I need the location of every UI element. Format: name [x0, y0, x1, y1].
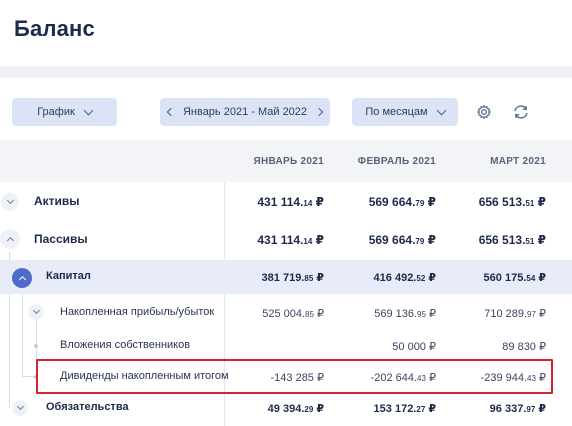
highlight-annotation: [36, 359, 553, 394]
row-label: Обязательства: [46, 401, 129, 413]
chevron-down-icon: [436, 105, 447, 115]
table-row[interactable]: Пассивы 431 114.14 ₽ 569 664.79 ₽ 656 51…: [0, 224, 572, 254]
cell-value: 49 394.29 ₽: [267, 403, 324, 415]
expand-button[interactable]: [12, 400, 28, 416]
date-range-label: Январь 2021 - Май 2022: [182, 106, 308, 118]
column-divider: [224, 182, 225, 426]
expand-button[interactable]: [28, 304, 44, 320]
table-row[interactable]: Накопленная прибыль/убыток 525 004.85 ₽ …: [0, 298, 572, 328]
row-label: Дивиденды накопленным итогом: [60, 370, 229, 382]
period-dropdown[interactable]: По месяцам: [352, 98, 458, 126]
tree-dot: [34, 344, 38, 348]
cell-value: 569 136.95 ₽: [374, 308, 436, 320]
cell-value: 431 114.14 ₽: [257, 195, 324, 209]
row-label: Капитал: [46, 270, 91, 282]
cell-value: 431 114.14 ₽: [257, 233, 324, 247]
date-range-selector[interactable]: Январь 2021 - Май 2022: [160, 98, 330, 126]
collapse-button[interactable]: [12, 268, 32, 288]
tree-line: [9, 252, 10, 408]
column-header: ФЕВРАЛЬ 2021: [357, 156, 436, 167]
chevron-up-icon: [18, 275, 26, 284]
table-row[interactable]: Дивиденды накопленным итогом -143 285 ₽ …: [0, 362, 572, 392]
cell-value: 656 513.51 ₽: [478, 233, 546, 247]
cell-value: 525 004.85 ₽: [262, 308, 324, 320]
cell-value: 50 000 ₽: [392, 341, 436, 353]
tree-line: [36, 320, 37, 376]
expand-button[interactable]: [1, 193, 19, 211]
cell-value: -239 944.43 ₽: [480, 372, 546, 384]
row-label: Активы: [34, 194, 80, 208]
chart-view-label: График: [37, 106, 75, 118]
cell-value: 560 175.54 ₽: [483, 272, 546, 284]
column-header: МАРТ 2021: [490, 156, 546, 167]
chevron-left-icon[interactable]: [166, 107, 176, 117]
row-label: Вложения собственников: [60, 339, 191, 351]
chevron-up-icon: [6, 236, 14, 245]
cell-value: 416 492.52 ₽: [373, 272, 436, 284]
refresh-icon[interactable]: [510, 101, 532, 123]
table-header: [0, 140, 572, 182]
collapse-button[interactable]: [0, 229, 20, 249]
chevron-down-icon: [16, 402, 24, 411]
cell-value: 153 172.27 ₽: [373, 403, 436, 415]
row-label: Накопленная прибыль/убыток: [60, 306, 215, 318]
cell-value: 569 664.79 ₽: [368, 233, 436, 247]
column-header: ЯНВАРЬ 2021: [253, 156, 324, 167]
chevron-right-icon[interactable]: [314, 107, 324, 117]
table-row[interactable]: Активы 431 114.14 ₽ 569 664.79 ₽ 656 513…: [0, 186, 572, 216]
tree-line: [22, 286, 23, 376]
chevron-down-icon: [83, 105, 94, 115]
cell-value: 381 719.85 ₽: [261, 272, 324, 284]
table-row-selected[interactable]: Капитал 381 719.85 ₽ 416 492.52 ₽ 560 17…: [0, 260, 572, 294]
cell-value: 96 337.97 ₽: [489, 403, 546, 415]
cell-value: 89 830 ₽: [502, 341, 546, 353]
chevron-down-icon: [32, 306, 40, 315]
period-label: По месяцам: [365, 106, 428, 118]
page-title: Баланс: [14, 16, 95, 41]
cell-value: 569 664.79 ₽: [368, 195, 436, 209]
tree-line: [22, 376, 36, 377]
chevron-down-icon: [6, 196, 14, 205]
cell-value: 656 513.51 ₽: [478, 195, 546, 209]
cell-value: 710 289.97 ₽: [484, 308, 546, 320]
row-label: Пассивы: [34, 232, 88, 246]
chart-view-dropdown[interactable]: График: [12, 98, 117, 126]
table-row[interactable]: Вложения собственников 50 000 ₽ 89 830 ₽: [0, 332, 572, 360]
table-row[interactable]: Обязательства 49 394.29 ₽ 153 172.27 ₽ 9…: [0, 396, 572, 422]
cell-value: -143 285 ₽: [270, 372, 325, 384]
top-band: [0, 66, 572, 78]
cell-value: -202 644.43 ₽: [370, 372, 436, 384]
gear-icon[interactable]: [473, 101, 495, 123]
